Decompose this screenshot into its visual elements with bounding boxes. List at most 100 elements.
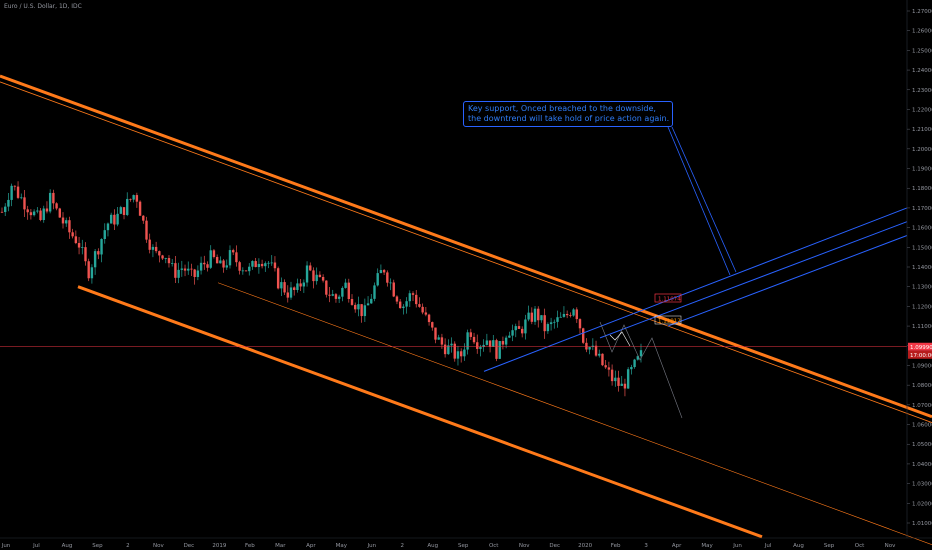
candle-body <box>386 272 389 283</box>
x-tick-label: Aug <box>793 543 804 549</box>
candle-body <box>97 251 100 255</box>
candle-body <box>260 263 264 267</box>
candle-body <box>427 314 431 323</box>
x-tick-label: Apr <box>672 543 682 549</box>
annotation-callout[interactable]: Key support, Onced breached to the downs… <box>463 101 673 127</box>
annotation-line-1: Key support, Onced breached to the downs… <box>468 104 656 113</box>
candle-body <box>578 319 582 329</box>
candle-body <box>286 292 289 298</box>
candle-body <box>183 268 187 271</box>
candle-body <box>331 294 334 296</box>
candle-body <box>244 270 248 272</box>
candle-body <box>29 212 33 216</box>
y-tick-label: 1.08000 <box>912 383 932 389</box>
x-tick-label: Apr <box>306 543 316 549</box>
candle-body <box>273 262 277 269</box>
candle-body <box>424 312 428 315</box>
y-tick-label: 1.17000 <box>912 206 932 212</box>
candle-body <box>32 211 36 216</box>
candle-body <box>241 270 245 272</box>
candle-body <box>607 367 611 370</box>
candle-body <box>309 265 312 271</box>
candle-body <box>479 346 482 349</box>
candle-body <box>585 342 588 350</box>
x-tick-label: May <box>336 543 348 549</box>
candle-body <box>177 269 180 278</box>
candle-body <box>476 342 479 349</box>
candle-body <box>382 270 386 273</box>
candle-body <box>315 274 318 282</box>
candle-body <box>103 230 106 240</box>
x-tick-label: Jul <box>32 543 40 549</box>
candle-body <box>7 199 10 207</box>
candle-body <box>48 192 52 212</box>
candle-body <box>598 353 601 356</box>
candle-body <box>350 299 354 305</box>
candle-body <box>614 377 617 382</box>
candle-body <box>572 309 575 316</box>
price-badge <box>654 293 682 303</box>
candle-body <box>357 304 360 310</box>
candle-body <box>71 232 74 237</box>
candle-body <box>219 260 222 264</box>
support-line-middle <box>599 221 908 339</box>
candle-body <box>337 296 341 299</box>
candle-body <box>594 345 598 356</box>
candle-body <box>203 262 206 265</box>
candle-body <box>582 328 585 343</box>
candle-body <box>142 215 145 221</box>
x-tick-label: 2 <box>401 543 405 549</box>
candle-body <box>466 332 469 350</box>
candle-body <box>565 313 569 316</box>
candle-body <box>524 319 527 334</box>
candle-body <box>537 308 540 321</box>
candle-body <box>472 336 476 343</box>
candle-body <box>293 287 296 290</box>
support-line-lower <box>667 235 908 327</box>
candle-body <box>623 383 627 389</box>
x-tick-label: Sep <box>458 543 469 549</box>
candle-body <box>228 250 232 266</box>
candle-body <box>190 268 193 270</box>
candle-body <box>321 277 325 281</box>
candle-body <box>199 262 203 271</box>
candle-body <box>65 220 68 224</box>
candle-body <box>16 186 20 198</box>
chart-title: Euro / U.S. Dollar, 1D, IDC <box>4 3 82 10</box>
candle-body <box>395 296 399 302</box>
candle-body <box>520 328 524 334</box>
candle-body <box>0 211 4 213</box>
candle-body <box>251 261 254 267</box>
candle-body <box>344 282 347 288</box>
candle-body <box>106 223 110 231</box>
candle-body <box>154 246 158 252</box>
candle-body <box>42 208 45 221</box>
candle-body <box>113 214 116 225</box>
candle-body <box>148 239 151 250</box>
candle-body <box>440 337 444 345</box>
y-tick-label: 1.24000 <box>912 68 932 74</box>
candle-body <box>93 251 97 268</box>
candle-body <box>421 306 424 313</box>
x-tick-label: Jun <box>1 543 11 549</box>
candle-body <box>257 263 261 268</box>
candle-body <box>116 213 119 225</box>
candle-body <box>604 365 607 368</box>
candle-body <box>376 273 379 286</box>
candle-body <box>546 324 550 332</box>
price-badge <box>654 315 682 325</box>
candle-body <box>305 265 309 283</box>
x-tick-label: Jun <box>366 543 376 549</box>
candle-body <box>68 220 71 233</box>
x-tick-label: Aug <box>427 543 438 549</box>
x-tick-label: Aug <box>62 543 73 549</box>
candle-body <box>167 258 171 264</box>
candle-body <box>20 197 23 199</box>
channel-mid-line <box>217 282 932 545</box>
y-tick-label: 1.23000 <box>912 88 932 94</box>
callout-pointer-line <box>667 126 731 276</box>
candle-body <box>58 208 61 218</box>
candle-body <box>77 243 81 248</box>
y-tick-label: 1.09000 <box>912 363 932 369</box>
